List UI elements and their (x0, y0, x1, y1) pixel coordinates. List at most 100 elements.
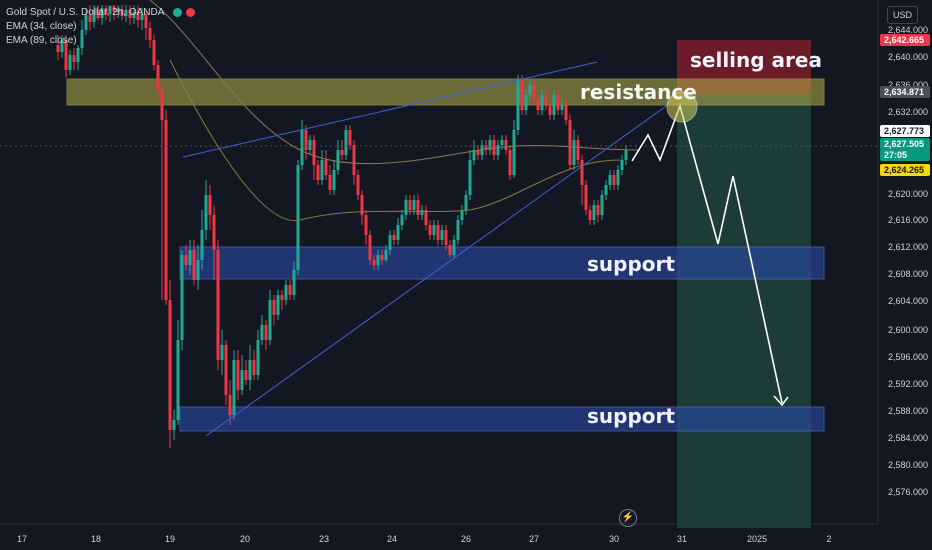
candle-body (72, 55, 76, 62)
price-tick-label: 2,580.000 (888, 460, 928, 470)
candle (496, 140, 500, 160)
candle (608, 170, 612, 190)
candle (560, 100, 564, 115)
candle-body (120, 9, 124, 16)
candle (524, 90, 528, 115)
symbol-title[interactable]: Gold Spot / U.S. Dollar, 2h, OANDA (6, 7, 164, 18)
price-badge-bg (880, 164, 930, 176)
candle (588, 205, 592, 225)
price-badge: 2,634.871 (880, 86, 930, 98)
support-lower-label: support (587, 404, 675, 428)
candle-body (500, 140, 504, 145)
candle-body (456, 220, 460, 240)
candle-body (256, 340, 260, 375)
candle (436, 220, 440, 245)
alert-icon (186, 7, 196, 17)
candle (532, 80, 536, 105)
candle-body (620, 160, 624, 170)
candle-body (380, 255, 384, 260)
candle (220, 330, 224, 375)
candle-body (136, 12, 140, 20)
candle (260, 315, 264, 345)
target-zone (677, 94, 811, 528)
candle (572, 130, 576, 170)
candle-body (448, 245, 452, 255)
candle (284, 280, 288, 305)
reaction-marker (666, 91, 698, 123)
candle-body (236, 360, 240, 390)
candle-body (172, 420, 176, 430)
candle (384, 245, 388, 262)
candle-body (116, 9, 120, 12)
price-badge: 2,642.665 (880, 34, 930, 46)
candle (188, 240, 192, 275)
projection-arrowhead (773, 395, 789, 407)
candle (432, 220, 436, 240)
candle-body (56, 45, 60, 52)
candle-body (432, 225, 436, 235)
candle-body (252, 360, 256, 375)
candle-body (376, 255, 380, 265)
ema-34-line (169, 59, 621, 222)
candle (452, 235, 456, 258)
candles-layer (56, 5, 628, 448)
candle-body (232, 360, 236, 415)
candle-body (424, 210, 428, 225)
candle (64, 35, 68, 78)
candle (528, 80, 532, 100)
candle (140, 8, 144, 30)
candle (228, 380, 232, 425)
support-upper-label: support (587, 252, 675, 276)
price-badge: 2,624.265 (880, 164, 930, 176)
candle (136, 5, 140, 28)
candle-body (204, 195, 208, 230)
lightning-icon[interactable]: ⚡ (619, 509, 637, 527)
candle-body (176, 340, 180, 420)
candle (472, 140, 476, 165)
candle-body (624, 150, 628, 160)
candle-body (556, 95, 560, 110)
ema-34-label[interactable]: EMA (34, close) (6, 21, 77, 32)
candle (164, 110, 168, 305)
candle (444, 225, 448, 250)
candle-body (572, 140, 576, 165)
candle-body (516, 80, 520, 130)
candle (508, 145, 512, 180)
candle (476, 145, 480, 160)
candle (540, 90, 544, 115)
candle-body (212, 215, 216, 250)
candle-body (292, 270, 296, 295)
candle-body (452, 240, 456, 255)
candle-body (408, 200, 412, 210)
candle-body (92, 10, 96, 22)
candle (60, 35, 64, 58)
candle (504, 135, 508, 155)
currency-button[interactable]: USD (887, 6, 918, 24)
candle-body (260, 325, 264, 340)
candle (212, 205, 216, 280)
candle (92, 5, 96, 28)
candle (88, 5, 92, 30)
candle-body (300, 130, 304, 165)
candle (548, 100, 552, 120)
candle-body (608, 175, 612, 185)
candle (460, 205, 464, 225)
candle-body (552, 95, 556, 115)
candle (580, 155, 584, 205)
candle (612, 170, 616, 190)
candle (616, 165, 620, 190)
candle (520, 75, 524, 115)
time-tick-label: 24 (387, 534, 397, 544)
price-badge-text: 27:05 (884, 150, 907, 160)
candle (304, 125, 308, 160)
candle-body (604, 185, 608, 195)
candle-body (588, 210, 592, 220)
candle (584, 180, 588, 215)
ema-89-label[interactable]: EMA (89, close) (6, 35, 77, 46)
candle (456, 215, 460, 245)
price-tick-label: 2,620.000 (888, 189, 928, 199)
candle (56, 35, 60, 60)
candle-body (272, 300, 276, 315)
candle-body (248, 360, 252, 380)
